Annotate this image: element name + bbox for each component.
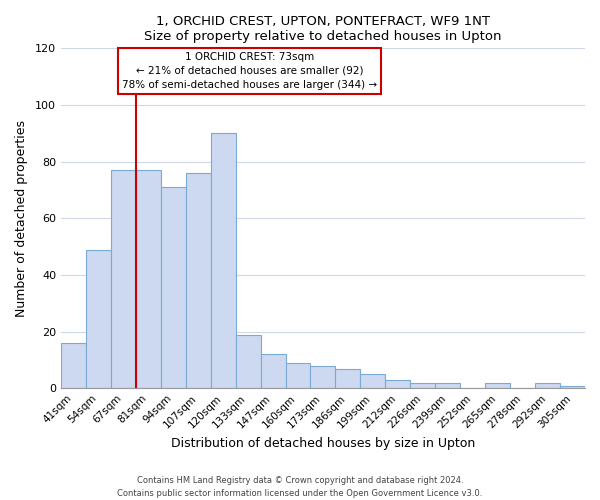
Bar bbox=[260, 354, 286, 388]
Bar bbox=[361, 374, 385, 388]
Bar bbox=[410, 382, 435, 388]
Bar bbox=[435, 382, 460, 388]
Bar bbox=[86, 250, 111, 388]
Text: Contains HM Land Registry data © Crown copyright and database right 2024.
Contai: Contains HM Land Registry data © Crown c… bbox=[118, 476, 482, 498]
Text: 1 ORCHID CREST: 73sqm
← 21% of detached houses are smaller (92)
78% of semi-deta: 1 ORCHID CREST: 73sqm ← 21% of detached … bbox=[122, 52, 377, 90]
X-axis label: Distribution of detached houses by size in Upton: Distribution of detached houses by size … bbox=[171, 437, 475, 450]
Bar bbox=[310, 366, 335, 388]
Title: 1, ORCHID CREST, UPTON, PONTEFRACT, WF9 1NT
Size of property relative to detache: 1, ORCHID CREST, UPTON, PONTEFRACT, WF9 … bbox=[144, 15, 502, 43]
Bar bbox=[335, 368, 361, 388]
Bar bbox=[485, 382, 510, 388]
Bar bbox=[111, 170, 136, 388]
Bar bbox=[211, 134, 236, 388]
Bar bbox=[236, 334, 260, 388]
Bar bbox=[385, 380, 410, 388]
Bar bbox=[161, 187, 186, 388]
Bar bbox=[136, 170, 161, 388]
Y-axis label: Number of detached properties: Number of detached properties bbox=[15, 120, 28, 317]
Bar bbox=[186, 173, 211, 388]
Bar bbox=[61, 343, 86, 388]
Bar bbox=[535, 382, 560, 388]
Bar bbox=[286, 363, 310, 388]
Bar bbox=[560, 386, 585, 388]
